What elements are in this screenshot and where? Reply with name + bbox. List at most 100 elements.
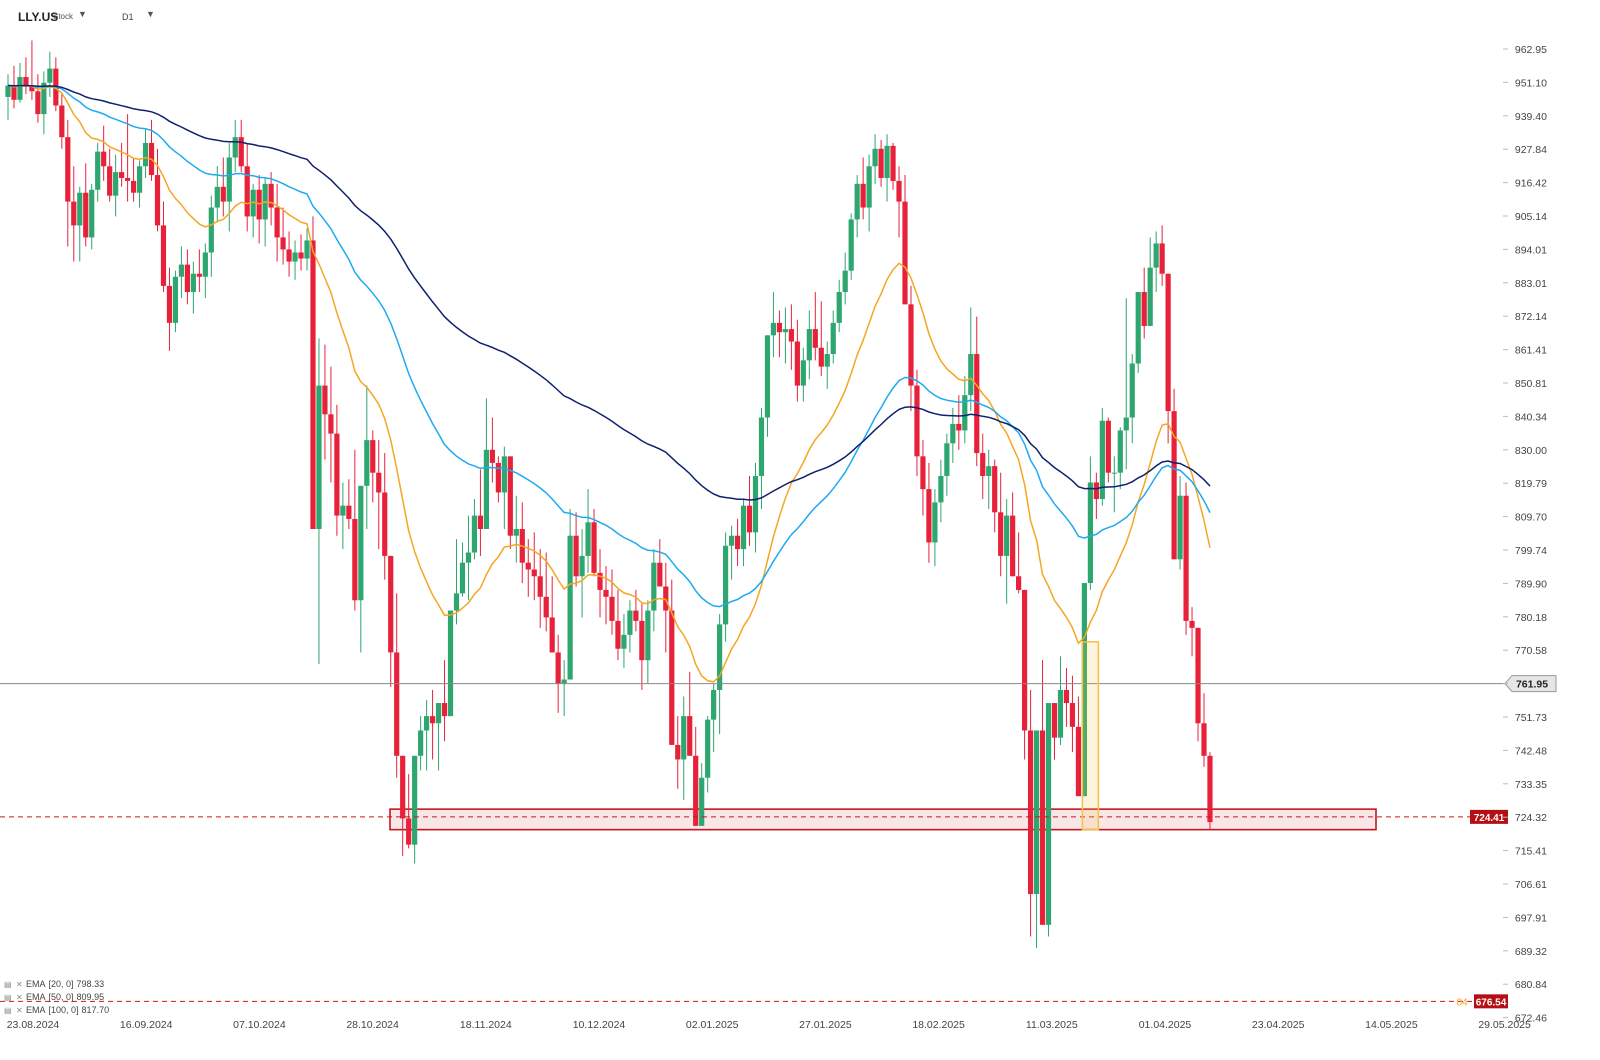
candle-body bbox=[1027, 730, 1034, 895]
candle-body bbox=[310, 240, 316, 530]
x-tick-label: 27.01.2025 bbox=[799, 1019, 852, 1031]
candle-body bbox=[758, 417, 765, 476]
candle bbox=[447, 610, 454, 717]
candle-body bbox=[950, 423, 956, 444]
candle-body bbox=[645, 610, 651, 661]
candle bbox=[83, 163, 89, 247]
candle bbox=[1123, 298, 1129, 470]
indicator-settings-icon[interactable]: ▤ bbox=[4, 993, 12, 1002]
candle bbox=[573, 512, 579, 587]
candle-body bbox=[854, 183, 860, 220]
lower-price-tag bbox=[1474, 994, 1508, 1009]
indicator-params: [100, 0] bbox=[48, 1005, 79, 1015]
candle-body bbox=[208, 207, 214, 253]
candle-body bbox=[71, 201, 77, 226]
indicator-settings-icon[interactable]: ▤ bbox=[4, 1006, 12, 1015]
candle bbox=[1057, 656, 1064, 745]
candle-body bbox=[627, 610, 633, 635]
candle-body bbox=[723, 545, 729, 625]
candle bbox=[441, 660, 448, 742]
candle-body bbox=[89, 189, 95, 238]
candle bbox=[657, 539, 663, 587]
candle-body bbox=[1111, 472, 1117, 474]
candle-body bbox=[585, 522, 591, 556]
y-tick-label: 715.41 bbox=[1515, 846, 1547, 858]
candle bbox=[627, 600, 633, 653]
x-tick-label: 14.05.2025 bbox=[1365, 1019, 1418, 1031]
remove-indicator-icon[interactable]: ✕ bbox=[16, 993, 23, 1002]
ema-line bbox=[7, 84, 1211, 501]
indicator-ema-100[interactable]: ▤ ✕ EMA [100, 0] 817.70 bbox=[4, 1004, 109, 1017]
candle-body bbox=[986, 466, 992, 476]
candle-body bbox=[358, 485, 364, 601]
y-tick-label: 733.35 bbox=[1515, 779, 1547, 791]
candle bbox=[944, 433, 950, 496]
timeframe-label[interactable]: D1 bbox=[122, 12, 134, 22]
candle-body bbox=[639, 620, 645, 661]
candle-body bbox=[866, 166, 872, 208]
candle bbox=[687, 671, 693, 756]
candle-body bbox=[322, 385, 328, 415]
asset-type-label: Stock bbox=[53, 12, 74, 21]
ema-line bbox=[7, 84, 1211, 608]
candle bbox=[5, 74, 11, 120]
candle-body bbox=[717, 624, 723, 690]
candle bbox=[746, 475, 753, 546]
candle-body bbox=[77, 192, 83, 226]
timeframe-dropdown-icon[interactable]: ▼ bbox=[146, 9, 155, 19]
indicator-settings-icon[interactable]: ▤ bbox=[4, 980, 12, 989]
y-tick-label: 905.14 bbox=[1515, 211, 1547, 223]
candle-body bbox=[537, 576, 543, 597]
indicator-name: EMA bbox=[26, 992, 46, 1002]
candle bbox=[705, 716, 711, 793]
candle bbox=[1153, 231, 1159, 293]
support-price-label: 724.41 bbox=[1474, 813, 1505, 824]
candle bbox=[35, 74, 41, 123]
candle-body bbox=[280, 237, 286, 250]
indicator-params: [20, 0] bbox=[48, 979, 74, 989]
indicator-ema-50[interactable]: ▤ ✕ EMA [50, 0] 809.95 bbox=[4, 991, 109, 1004]
candle-body bbox=[657, 562, 663, 587]
candle-body bbox=[681, 716, 687, 760]
candle bbox=[758, 407, 765, 509]
candle bbox=[136, 160, 143, 208]
candle bbox=[53, 57, 59, 112]
lower-level-tag: 04 bbox=[1456, 997, 1468, 1008]
candle-body bbox=[884, 145, 890, 178]
candle-body bbox=[424, 716, 430, 731]
candle bbox=[29, 40, 35, 100]
x-tick-label: 23.04.2025 bbox=[1252, 1019, 1305, 1031]
candle bbox=[382, 453, 388, 580]
remove-indicator-icon[interactable]: ✕ bbox=[16, 980, 23, 989]
candle bbox=[1171, 388, 1177, 560]
candle bbox=[1033, 730, 1040, 949]
candle-body bbox=[11, 85, 17, 100]
candle bbox=[854, 175, 860, 238]
candle bbox=[711, 683, 717, 753]
candle bbox=[220, 157, 226, 217]
x-tick-label: 23.08.2024 bbox=[7, 1019, 60, 1031]
y-tick-label: 672.46 bbox=[1515, 1013, 1547, 1025]
indicator-ema-20[interactable]: ▤ ✕ EMA [20, 0] 798.33 bbox=[4, 978, 109, 991]
symbol-label[interactable]: LLY.US bbox=[18, 10, 59, 24]
candle-body bbox=[693, 755, 699, 826]
candle-body bbox=[699, 777, 705, 826]
candle-body bbox=[531, 569, 537, 577]
symbol-dropdown-icon[interactable]: ▼ bbox=[78, 9, 87, 19]
candle bbox=[1141, 267, 1147, 339]
candle bbox=[429, 689, 436, 760]
candle-body bbox=[83, 192, 89, 238]
candle bbox=[962, 376, 968, 444]
candle bbox=[1022, 589, 1028, 760]
support-zone-rect bbox=[389, 808, 1377, 831]
candle bbox=[549, 576, 555, 653]
candle-body bbox=[782, 329, 788, 333]
candle-body bbox=[101, 151, 107, 167]
candle bbox=[465, 515, 472, 601]
candle bbox=[693, 726, 699, 826]
remove-indicator-icon[interactable]: ✕ bbox=[16, 1006, 23, 1015]
candle bbox=[1087, 456, 1093, 590]
x-tick-label: 02.01.2025 bbox=[686, 1019, 739, 1031]
x-tick-label: 01.04.2025 bbox=[1139, 1019, 1192, 1031]
